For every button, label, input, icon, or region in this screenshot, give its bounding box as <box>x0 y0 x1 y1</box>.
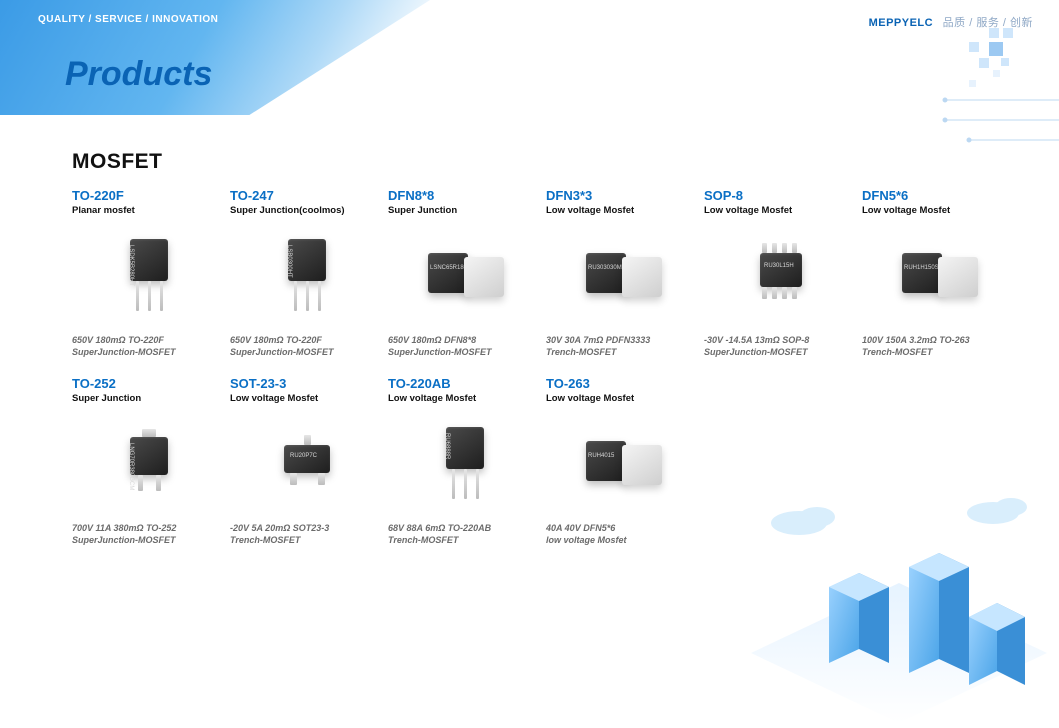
product-subtitle: Low voltage Mosfet <box>230 393 384 404</box>
product-subtitle: Low voltage Mosfet <box>862 205 1016 216</box>
product-image: RU6888R <box>388 410 542 516</box>
brand-name-en: MEPPYELC <box>869 17 934 29</box>
product-spec: 650V 180mΩ TO-220F SuperJunction-MOSFET <box>230 334 384 358</box>
product-spec: -20V 5A 20mΩ SOT23-3 Trench-MOSFET <box>230 522 384 546</box>
product-name: DFN3*3 <box>546 188 700 203</box>
product-subtitle: Low voltage Mosfet <box>388 393 542 404</box>
product-spec: 68V 88A 6mΩ TO-220AB Trench-MOSFET <box>388 522 542 546</box>
product-subtitle: Low voltage Mosfet <box>704 205 858 216</box>
product-name: SOP-8 <box>704 188 858 203</box>
product-image: RU20P7C <box>230 410 384 516</box>
product-image: RUH1H150S-R <box>862 222 1016 328</box>
product-card: DFN8*8 Super Junction LSNC65R180HT 650V … <box>388 188 542 358</box>
product-grid: TO-220F Planar mosfet LSDK5B280HT 650V 1… <box>72 188 1032 547</box>
product-card: TO-263 Low voltage Mosfet RUH4015 40A 40… <box>546 376 700 546</box>
product-spec: 650V 180mΩ TO-220F SuperJunction-MOSFET <box>72 334 226 358</box>
product-card: TO-252 Super Junction LNG70R380GCM 700V … <box>72 376 226 546</box>
product-spec: 40A 40V DFN5*6 low voltage Mosfet <box>546 522 700 546</box>
product-name: TO-252 <box>72 376 226 391</box>
product-subtitle: Super Junction(coolmos) <box>230 205 384 216</box>
decor-circuit-lines <box>939 90 1059 170</box>
product-image: RUH4015 <box>546 410 700 516</box>
product-image: LSNC65R180HT <box>388 222 542 328</box>
product-image: LNG70R380GCM <box>72 410 226 516</box>
product-card: DFN3*3 Low voltage Mosfet RU303030M2 30V… <box>546 188 700 358</box>
product-card: DFN5*6 Low voltage Mosfet RUH1H150S-R 10… <box>862 188 1016 358</box>
decor-squares <box>929 28 1039 98</box>
product-image: LSDK5B280HT <box>72 222 226 328</box>
product-card: SOP-8 Low voltage Mosfet RU30L15H -30V -… <box>704 188 858 358</box>
product-spec: 650V 180mΩ DFN8*8 SuperJunction-MOSFET <box>388 334 542 358</box>
product-card: TO-220AB Low voltage Mosfet RU6888R 68V … <box>388 376 542 546</box>
product-subtitle: Super Junction <box>72 393 226 404</box>
product-name: TO-247 <box>230 188 384 203</box>
product-subtitle: Super Junction <box>388 205 542 216</box>
product-name: TO-263 <box>546 376 700 391</box>
brand-logo: MEPPYELC 品质 / 服务 / 创新 <box>869 14 1033 30</box>
product-name: TO-220F <box>72 188 226 203</box>
product-spec: 100V 150A 3.2mΩ TO-263 Trench-MOSFET <box>862 334 1016 358</box>
product-card: SOT-23-3 Low voltage Mosfet RU20P7C -20V… <box>230 376 384 546</box>
product-spec: 700V 11A 380mΩ TO-252 SuperJunction-MOSF… <box>72 522 226 546</box>
product-name: DFN5*6 <box>862 188 1016 203</box>
product-image: LSB0300HT <box>230 222 384 328</box>
section-title: MOSFET <box>72 150 163 174</box>
product-subtitle: Low voltage Mosfet <box>546 393 700 404</box>
product-name: TO-220AB <box>388 376 542 391</box>
product-image: RU303030M2 <box>546 222 700 328</box>
product-name: DFN8*8 <box>388 188 542 203</box>
product-name: SOT-23-3 <box>230 376 384 391</box>
product-card: TO-247 Super Junction(coolmos) LSB0300HT… <box>230 188 384 358</box>
brand-name-cn: 品质 / 服务 / 创新 <box>943 17 1033 29</box>
product-subtitle: Low voltage Mosfet <box>546 205 700 216</box>
tagline: QUALITY / SERVICE / INNOVATION <box>38 14 218 25</box>
product-spec: 30V 30A 7mΩ PDFN3333 Trench-MOSFET <box>546 334 700 358</box>
product-subtitle: Planar mosfet <box>72 205 226 216</box>
page-title: Products <box>65 55 212 94</box>
product-card: TO-220F Planar mosfet LSDK5B280HT 650V 1… <box>72 188 226 358</box>
product-image: RU30L15H <box>704 222 858 328</box>
product-spec: -30V -14.5A 13mΩ SOP-8 SuperJunction-MOS… <box>704 334 858 358</box>
